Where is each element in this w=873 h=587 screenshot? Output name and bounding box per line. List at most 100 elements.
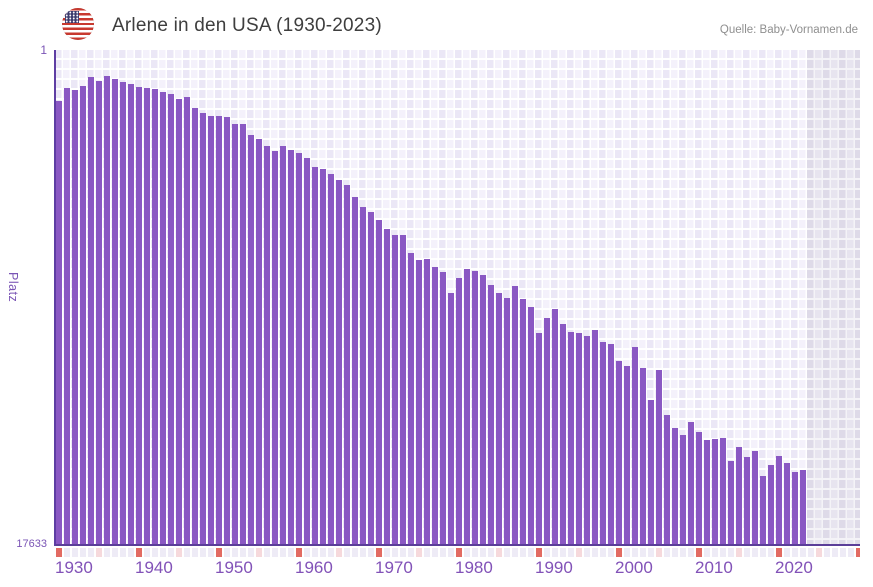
bar-2002[interactable] (631, 347, 639, 545)
bar-1949[interactable] (207, 115, 215, 545)
bar-1955[interactable] (255, 139, 263, 545)
bar-1985[interactable] (495, 293, 503, 545)
bar-2008[interactable] (679, 434, 687, 545)
bar-1986[interactable] (503, 297, 511, 545)
bar-1945[interactable] (175, 99, 183, 545)
bar-1970[interactable] (375, 220, 383, 545)
bar-1989[interactable] (527, 306, 535, 545)
bar-1958[interactable] (279, 146, 287, 545)
year-marker-cell (295, 548, 303, 557)
bar-1964[interactable] (327, 174, 335, 545)
bar-1965[interactable] (335, 180, 343, 545)
bar-1994[interactable] (567, 332, 575, 545)
bar-1978[interactable] (439, 272, 447, 545)
bar-1951[interactable] (223, 117, 231, 545)
bar-1984[interactable] (487, 285, 495, 545)
bar-1961[interactable] (303, 158, 311, 545)
bar-1981[interactable] (463, 268, 471, 545)
bar-2003[interactable] (639, 368, 647, 545)
bar-1937[interactable] (111, 78, 119, 545)
bar-2022[interactable] (791, 471, 799, 545)
bar-2014[interactable] (727, 461, 735, 545)
bar-1973[interactable] (399, 235, 407, 545)
bar-1969[interactable] (367, 212, 375, 545)
bar-1979[interactable] (447, 293, 455, 545)
bar-1990[interactable] (535, 333, 543, 545)
bar-1998[interactable] (599, 341, 607, 545)
bar-1957[interactable] (271, 151, 279, 545)
bar-2015[interactable] (735, 446, 743, 545)
bar-1953[interactable] (239, 124, 247, 545)
bar-2007[interactable] (671, 427, 679, 545)
year-marker-cell (503, 548, 511, 557)
bar-1976[interactable] (423, 259, 431, 545)
bar-2010[interactable] (695, 432, 703, 545)
bar-1930[interactable] (55, 101, 63, 545)
bar-2006[interactable] (663, 414, 671, 545)
bar-1932[interactable] (71, 90, 79, 545)
bar-1962[interactable] (311, 167, 319, 545)
bar-1959[interactable] (287, 149, 295, 545)
bar-1995[interactable] (575, 333, 583, 545)
bar-1987[interactable] (511, 286, 519, 545)
bar-2019[interactable] (767, 464, 775, 545)
bar-1974[interactable] (407, 252, 415, 545)
bar-1936[interactable] (103, 76, 111, 545)
bar-2000[interactable] (615, 361, 623, 545)
bar-1993[interactable] (559, 324, 567, 545)
bar-1943[interactable] (159, 92, 167, 545)
bar-1946[interactable] (183, 97, 191, 545)
bar-1996[interactable] (583, 336, 591, 545)
bar-1934[interactable] (87, 76, 95, 545)
bar-2011[interactable] (703, 439, 711, 545)
bar-2021[interactable] (783, 462, 791, 545)
bar-1972[interactable] (391, 235, 399, 545)
bar-1963[interactable] (319, 169, 327, 545)
bar-1991[interactable] (543, 318, 551, 545)
bar-1939[interactable] (127, 83, 135, 545)
bar-1948[interactable] (199, 112, 207, 545)
bar-1931[interactable] (63, 87, 71, 545)
bar-2001[interactable] (623, 366, 631, 545)
bar-1960[interactable] (295, 153, 303, 545)
bar-1975[interactable] (415, 260, 423, 545)
bar-1950[interactable] (215, 115, 223, 545)
bar-1968[interactable] (359, 206, 367, 545)
bar-1967[interactable] (351, 197, 359, 545)
bar-2004[interactable] (647, 400, 655, 545)
bar-1983[interactable] (479, 275, 487, 545)
bar-1988[interactable] (519, 299, 527, 545)
bar-2018[interactable] (759, 475, 767, 545)
bar-1992[interactable] (551, 309, 559, 545)
bar-1935[interactable] (95, 80, 103, 545)
bar-1942[interactable] (151, 89, 159, 545)
x-tick-label-1970: 1970 (375, 558, 413, 577)
bar-1952[interactable] (231, 124, 239, 545)
no-data-region (807, 50, 860, 545)
bar-2009[interactable] (687, 422, 695, 545)
bar-1982[interactable] (471, 270, 479, 545)
bar-1954[interactable] (247, 135, 255, 545)
bar-1944[interactable] (167, 94, 175, 545)
bar-2016[interactable] (743, 457, 751, 545)
bar-1940[interactable] (135, 87, 143, 545)
bar-1971[interactable] (383, 229, 391, 545)
bar-1977[interactable] (431, 267, 439, 545)
bar-1997[interactable] (591, 329, 599, 545)
bar-2005[interactable] (655, 370, 663, 545)
bar-2020[interactable] (775, 455, 783, 545)
bar-1941[interactable] (143, 87, 151, 545)
bar-1933[interactable] (79, 85, 87, 545)
bar-2023[interactable] (799, 470, 807, 545)
bar-1947[interactable] (191, 108, 199, 545)
bar-1956[interactable] (263, 146, 271, 545)
bar-1938[interactable] (119, 82, 127, 545)
bar-2013[interactable] (719, 438, 727, 545)
bar-2012[interactable] (711, 439, 719, 545)
year-marker-cell (559, 548, 567, 557)
bar-2017[interactable] (751, 450, 759, 545)
bar-1966[interactable] (343, 185, 351, 545)
bar-1999[interactable] (607, 343, 615, 545)
bar-1980[interactable] (455, 277, 463, 545)
year-marker-cell (167, 548, 175, 557)
